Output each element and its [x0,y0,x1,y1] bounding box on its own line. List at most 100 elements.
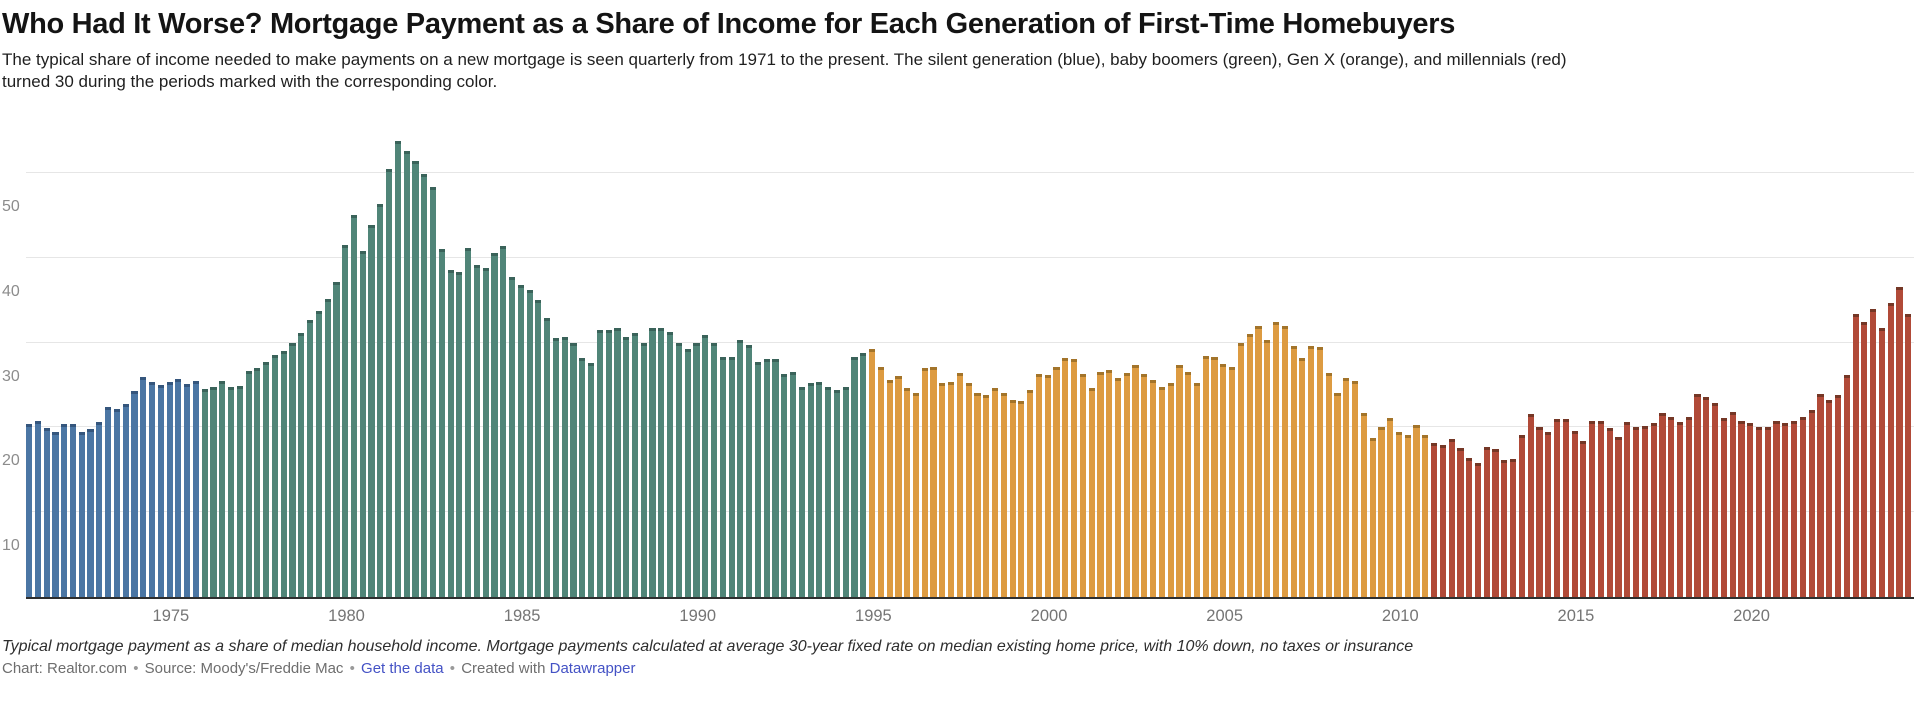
bar [1343,378,1350,597]
bar [1202,356,1209,597]
bar [342,244,349,597]
bar [1527,413,1534,597]
y-tick-label: 50 [2,197,20,215]
bar [429,187,437,597]
bar [1395,432,1403,597]
bar [869,349,876,597]
bar [746,345,753,597]
bar [974,393,981,597]
bar [1141,373,1148,597]
bar [991,388,999,597]
bar [473,265,481,597]
bar [1237,343,1244,597]
bar [1817,394,1824,597]
bar [561,337,568,597]
bar [544,317,551,597]
bar [1097,372,1104,597]
bar [1562,418,1569,597]
bar [1281,326,1288,597]
bar [184,384,191,597]
bar [1852,313,1859,597]
bar [105,407,112,597]
bar [965,383,972,597]
bar [956,373,963,597]
bar [1729,412,1736,597]
bar [1870,309,1877,597]
bar [1439,445,1446,597]
bar [596,329,603,597]
created-with-text: Created with [461,660,546,677]
bar [1220,363,1227,597]
bar [289,342,296,597]
bar [1694,394,1701,597]
bar [1747,423,1754,597]
bar [1351,380,1359,597]
bar [359,250,366,597]
bar [1448,439,1455,597]
bar [1668,417,1675,597]
bar [1905,313,1912,597]
bar [517,284,524,597]
bar [1791,420,1798,597]
bar [315,311,322,597]
x-tick-label: 2010 [1381,607,1419,625]
bar [614,328,621,597]
datawrapper-link[interactable]: Datawrapper [549,660,636,677]
bar [631,333,639,597]
bar [1712,402,1719,597]
chart-footnote: Typical mortgage payment as a share of m… [2,638,1414,655]
bar [210,386,217,597]
y-tick-label: 10 [2,537,20,555]
bar [754,362,762,597]
bar [1650,423,1657,597]
bar [1685,417,1692,597]
bar [96,422,103,597]
bar [421,173,428,597]
x-tick-label: 2020 [1733,607,1770,625]
bar [1255,326,1262,597]
bar [1843,374,1850,597]
bar [702,334,709,597]
bar [34,421,41,597]
chart-subtitle-line-2: turned 30 during the periods marked with… [2,71,498,91]
bar [1106,369,1113,597]
bar [1290,345,1297,597]
get-the-data-link[interactable]: Get the data [361,660,444,677]
bar [1035,373,1043,597]
credit-separator: • [133,660,139,677]
x-tick-label: 1975 [152,607,190,625]
bar [1360,412,1367,597]
bar [1624,422,1631,597]
bar [1070,358,1078,597]
bar [1378,427,1385,597]
bar [1738,421,1745,597]
bar [1553,418,1561,597]
bar [227,387,235,597]
bar [1474,462,1482,597]
bar [1501,459,1508,597]
x-tick-label: 2000 [1030,607,1068,625]
bar [456,272,463,597]
bar [1158,387,1165,597]
y-tick-label: 40 [2,282,20,300]
bar [1299,357,1306,597]
bar [1009,400,1016,597]
bar [1167,383,1174,597]
y-tick-label: 20 [2,452,20,470]
bar [825,387,832,597]
bar [1211,356,1218,597]
bar [1000,393,1007,597]
bar [377,204,384,597]
bar [886,379,893,597]
bar [298,333,305,597]
bar [1088,388,1095,597]
bar [895,375,902,597]
bar [1369,437,1376,597]
bar [1518,434,1525,597]
bar [87,429,94,597]
bar [588,362,595,597]
x-tick-label: 1990 [679,607,717,625]
bar [1720,418,1727,597]
bar [1150,379,1157,597]
